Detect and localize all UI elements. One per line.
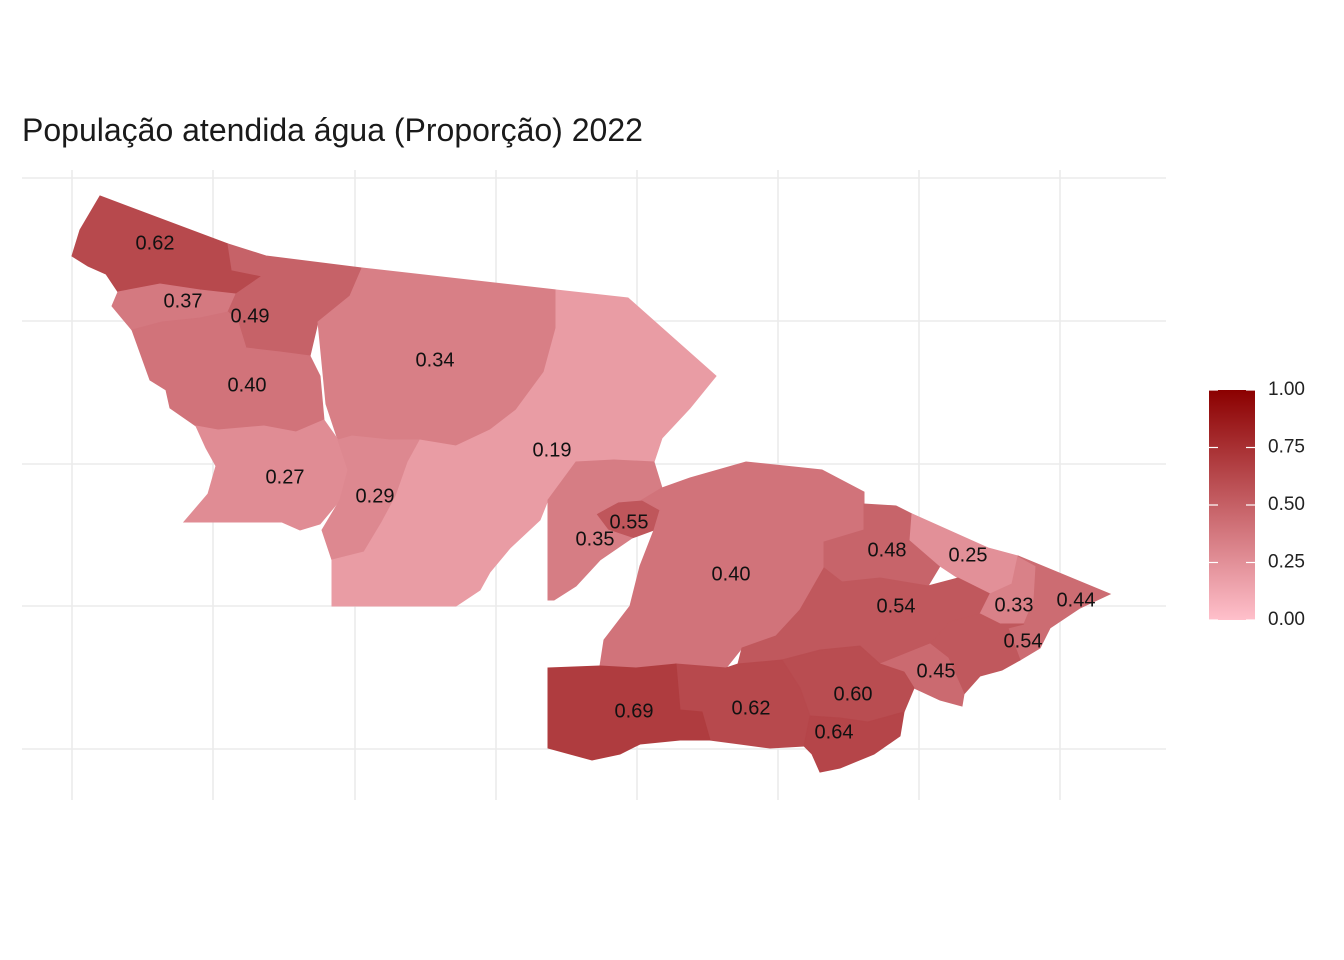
region-value-label: 0.55	[610, 511, 649, 533]
legend-tick-label: 0.50	[1268, 494, 1305, 515]
region-17	[929, 613, 1025, 695]
legend-tick-label: 0.25	[1268, 552, 1305, 573]
region-8	[331, 289, 717, 607]
region-value-label: 0.44	[1057, 589, 1096, 611]
region-11	[599, 461, 865, 669]
region-value-label: 0.45	[917, 660, 956, 682]
region-value-label: 0.29	[356, 485, 395, 507]
region-22	[803, 711, 905, 773]
value-labels-layer: 0.62 0.37 0.49 0.40 0.34 0.27 0.29 0.19 0.550.35…	[136, 232, 1096, 743]
region-value-label: 0.54	[877, 595, 916, 617]
legend-tick-label: 0.75	[1268, 437, 1305, 458]
region-value-label: 0.64	[815, 721, 854, 743]
region-value-label: 0.48	[868, 539, 907, 561]
region-value-label: 0.40	[712, 563, 751, 585]
region-4	[131, 311, 325, 433]
regions-layer	[71, 195, 1112, 773]
region-value-label: 0.33	[995, 594, 1034, 616]
region-value-label: 0.35	[576, 528, 615, 550]
region-21	[547, 663, 711, 761]
map-title: População atendida água (Proporção) 2022	[22, 112, 643, 148]
region-value-label: 0.49	[231, 305, 270, 327]
region-value-label: 0.40	[228, 374, 267, 396]
color-legend: 1.00 0.75 0.50 0.25 0.00	[1209, 379, 1305, 630]
region-value-label: 0.37	[164, 290, 203, 312]
region-value-label: 0.62	[136, 232, 175, 254]
region-value-label: 0.62	[732, 697, 771, 719]
legend-tick-label: 1.00	[1268, 379, 1305, 400]
region-value-label: 0.25	[949, 544, 988, 566]
region-value-label: 0.69	[615, 700, 654, 722]
region-value-label: 0.54	[1004, 630, 1043, 652]
region-value-label: 0.27	[266, 466, 305, 488]
region-value-label: 0.34	[416, 349, 455, 371]
region-6	[182, 419, 349, 531]
region-10	[547, 459, 663, 601]
region-value-label: 0.60	[834, 683, 873, 705]
region-value-label: 0.19	[533, 439, 572, 461]
legend-tick-label: 0.00	[1268, 609, 1305, 630]
